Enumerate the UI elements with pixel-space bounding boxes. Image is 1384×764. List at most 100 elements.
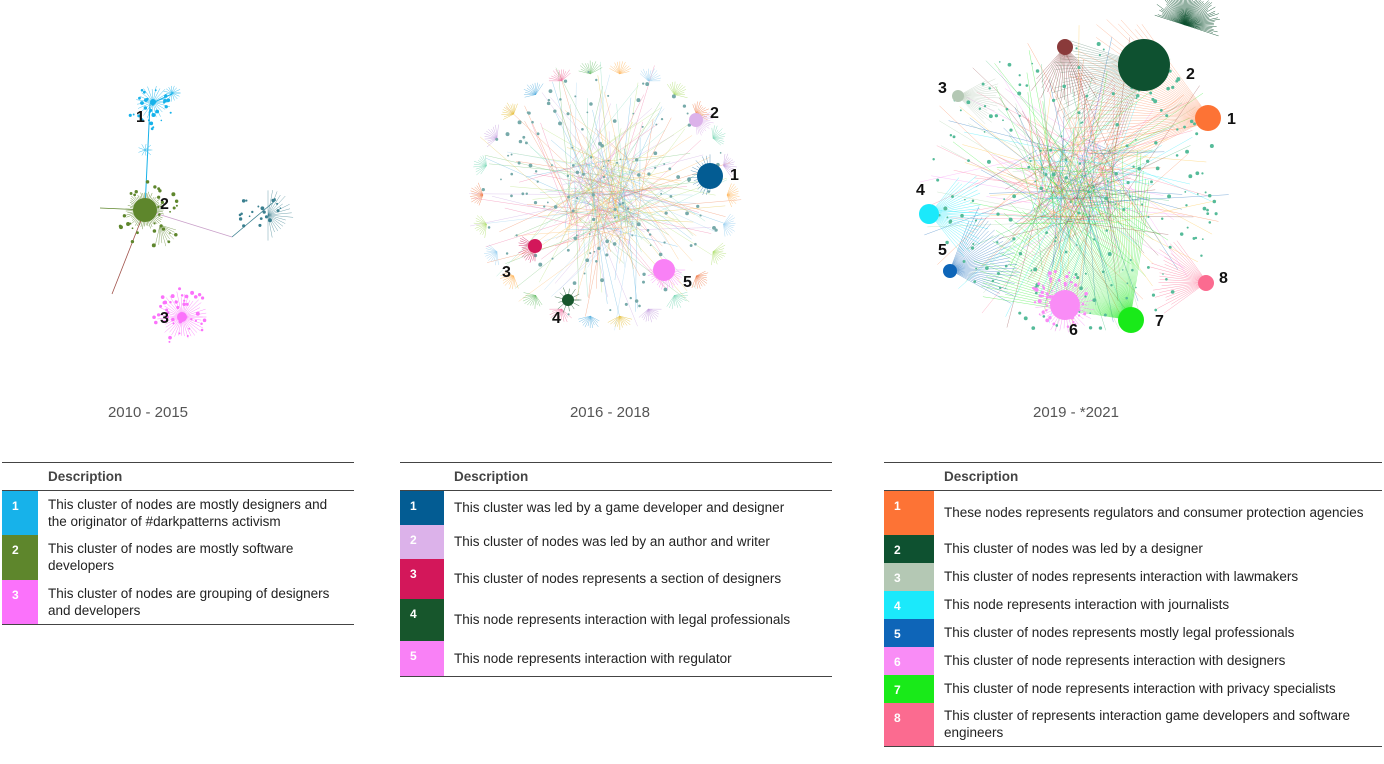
- node: [634, 158, 639, 162]
- cluster-number-label: 2: [160, 196, 169, 213]
- edge: [1064, 46, 1081, 101]
- node: [694, 242, 697, 246]
- node: [602, 165, 605, 168]
- edge: [138, 149, 146, 153]
- edge: [723, 213, 731, 225]
- edge: [619, 316, 623, 328]
- node: [1029, 160, 1032, 162]
- cluster-number-label: 8: [1219, 270, 1228, 287]
- edge: [578, 315, 591, 320]
- node: [676, 175, 681, 179]
- node: [165, 308, 169, 312]
- cluster-hub-node: [689, 113, 703, 127]
- edge: [696, 107, 706, 115]
- edge: [1069, 156, 1191, 185]
- edge: [723, 158, 732, 166]
- edge: [1031, 250, 1131, 321]
- node: [172, 206, 176, 210]
- edge: [712, 251, 725, 257]
- edge: [171, 85, 173, 94]
- edge: [551, 75, 562, 82]
- edge: [1009, 202, 1131, 321]
- node: [262, 210, 266, 214]
- node: [510, 153, 513, 156]
- edge: [726, 190, 739, 196]
- edge: [712, 132, 722, 139]
- node: [631, 234, 634, 237]
- edge: [1037, 237, 1131, 321]
- edge: [1030, 164, 1098, 231]
- edge: [1104, 197, 1131, 321]
- edge: [535, 83, 544, 95]
- edge: [267, 214, 273, 238]
- edge: [929, 213, 980, 240]
- node: [1028, 157, 1031, 160]
- edge: [696, 272, 709, 277]
- edge: [171, 87, 177, 94]
- edge: [524, 94, 536, 98]
- node: [174, 199, 179, 203]
- edge: [674, 295, 676, 307]
- node: [991, 279, 995, 283]
- edge: [1071, 88, 1101, 217]
- edge: [561, 69, 565, 81]
- edge: [609, 68, 620, 75]
- edge: [500, 275, 514, 279]
- edge: [1077, 108, 1211, 119]
- node: [154, 89, 157, 92]
- node: [653, 151, 658, 156]
- edge: [1006, 190, 1043, 328]
- edge: [949, 269, 1018, 277]
- edge: [1081, 130, 1193, 162]
- node: [1085, 94, 1089, 98]
- edge: [166, 88, 173, 94]
- edge: [1184, 24, 1214, 30]
- node: [1030, 269, 1033, 272]
- edge: [957, 95, 1003, 99]
- edge: [723, 165, 737, 168]
- node: [155, 109, 160, 114]
- node: [1039, 294, 1043, 298]
- edge: [610, 145, 620, 187]
- node: [607, 94, 610, 97]
- edge: [473, 160, 487, 167]
- edge: [596, 155, 665, 163]
- edge: [513, 275, 516, 287]
- node: [157, 205, 160, 209]
- edge: [171, 92, 175, 101]
- edge: [583, 161, 671, 186]
- legend-header-row: Description: [884, 462, 1382, 491]
- node: [238, 217, 243, 221]
- node: [1125, 296, 1128, 300]
- edge: [549, 308, 562, 316]
- edge: [1170, 243, 1208, 283]
- node: [647, 172, 651, 176]
- edge: [957, 83, 999, 97]
- node: [1101, 270, 1105, 274]
- edge: [604, 162, 680, 184]
- edge: [723, 161, 735, 167]
- legend-row: 2 This cluster of nodes are mostly softwa…: [2, 534, 354, 580]
- edge: [614, 184, 670, 230]
- edge: [1184, 1, 1210, 26]
- edge: [596, 207, 611, 252]
- node: [1098, 326, 1103, 330]
- edge: [1087, 102, 1183, 165]
- edge: [1112, 144, 1137, 149]
- edge: [610, 65, 620, 75]
- edge: [484, 133, 498, 139]
- node: [169, 301, 172, 304]
- edge: [527, 295, 536, 306]
- node: [168, 340, 171, 343]
- cluster-color-swatch: 6: [884, 646, 934, 675]
- edge: [949, 245, 1011, 271]
- edge: [648, 77, 661, 82]
- cluster-color-swatch: 7: [884, 674, 934, 703]
- cluster-color-swatch: 4: [400, 598, 444, 641]
- edge: [696, 108, 709, 115]
- edge: [949, 236, 1005, 271]
- node: [273, 198, 276, 201]
- node: [259, 217, 263, 220]
- node: [1073, 276, 1076, 279]
- node: [1098, 53, 1101, 57]
